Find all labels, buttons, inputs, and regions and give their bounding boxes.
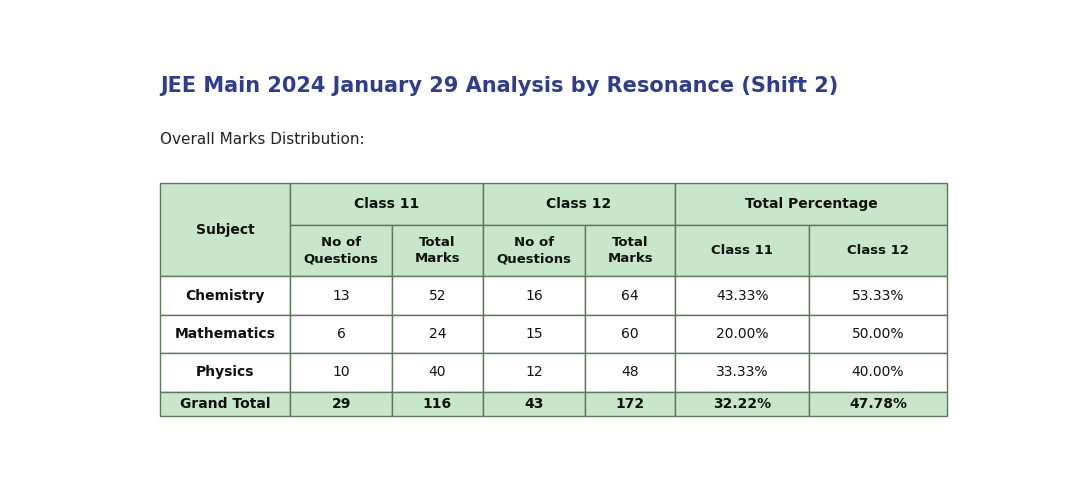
Bar bbox=[392, 392, 483, 416]
Bar bbox=[392, 225, 483, 276]
Bar bbox=[160, 392, 289, 416]
Text: 15: 15 bbox=[525, 327, 542, 341]
Bar bbox=[289, 183, 483, 225]
Bar bbox=[809, 353, 947, 392]
Text: 6: 6 bbox=[337, 327, 346, 341]
Text: 40: 40 bbox=[429, 365, 446, 380]
Text: Subject: Subject bbox=[195, 223, 255, 237]
Bar bbox=[483, 392, 585, 416]
Bar bbox=[289, 353, 392, 392]
Text: Class 12: Class 12 bbox=[546, 197, 611, 211]
Bar bbox=[483, 183, 675, 225]
Text: 116: 116 bbox=[423, 397, 453, 411]
Text: Chemistry: Chemistry bbox=[186, 288, 265, 302]
Text: Grand Total: Grand Total bbox=[179, 397, 270, 411]
Text: Total Percentage: Total Percentage bbox=[745, 197, 878, 211]
Bar bbox=[392, 276, 483, 315]
Bar bbox=[585, 315, 675, 353]
Text: 50.00%: 50.00% bbox=[852, 327, 904, 341]
Bar bbox=[392, 353, 483, 392]
Bar bbox=[160, 353, 289, 392]
Bar bbox=[483, 225, 585, 276]
Bar bbox=[675, 315, 809, 353]
Text: 64: 64 bbox=[621, 288, 639, 302]
Bar bbox=[483, 353, 585, 392]
Bar bbox=[675, 392, 809, 416]
Bar bbox=[160, 183, 289, 276]
Bar bbox=[289, 276, 392, 315]
Bar bbox=[585, 392, 675, 416]
Text: No of
Questions: No of Questions bbox=[497, 236, 571, 265]
Bar bbox=[160, 315, 289, 353]
Text: Mathematics: Mathematics bbox=[175, 327, 275, 341]
Text: 43: 43 bbox=[524, 397, 543, 411]
Bar bbox=[809, 392, 947, 416]
Text: 47.78%: 47.78% bbox=[849, 397, 907, 411]
Text: Total
Marks: Total Marks bbox=[607, 236, 653, 265]
Text: JEE Main 2024 January 29 Analysis by Resonance (Shift 2): JEE Main 2024 January 29 Analysis by Res… bbox=[160, 76, 838, 96]
Bar bbox=[289, 225, 392, 276]
Text: 33.33%: 33.33% bbox=[716, 365, 769, 380]
Text: 172: 172 bbox=[616, 397, 645, 411]
Bar bbox=[289, 392, 392, 416]
Bar bbox=[809, 225, 947, 276]
Text: 13: 13 bbox=[333, 288, 350, 302]
Text: 53.33%: 53.33% bbox=[852, 288, 904, 302]
Bar bbox=[483, 276, 585, 315]
Bar bbox=[675, 183, 947, 225]
Text: 52: 52 bbox=[429, 288, 446, 302]
Text: No of
Questions: No of Questions bbox=[303, 236, 379, 265]
Text: 20.00%: 20.00% bbox=[716, 327, 769, 341]
Text: Physics: Physics bbox=[195, 365, 254, 380]
Text: 48: 48 bbox=[621, 365, 639, 380]
Bar bbox=[675, 225, 809, 276]
Text: Class 12: Class 12 bbox=[847, 244, 909, 257]
Text: Total
Marks: Total Marks bbox=[415, 236, 460, 265]
Bar bbox=[160, 276, 289, 315]
Text: 16: 16 bbox=[525, 288, 543, 302]
Text: 60: 60 bbox=[621, 327, 639, 341]
Bar bbox=[585, 225, 675, 276]
Bar bbox=[675, 276, 809, 315]
Text: Class 11: Class 11 bbox=[712, 244, 773, 257]
Text: Overall Marks Distribution:: Overall Marks Distribution: bbox=[160, 132, 365, 146]
Bar bbox=[289, 315, 392, 353]
Bar bbox=[483, 315, 585, 353]
Text: 10: 10 bbox=[333, 365, 350, 380]
Bar bbox=[392, 315, 483, 353]
Bar bbox=[809, 315, 947, 353]
Text: 12: 12 bbox=[525, 365, 542, 380]
Text: 29: 29 bbox=[332, 397, 351, 411]
Text: 32.22%: 32.22% bbox=[713, 397, 771, 411]
Text: 43.33%: 43.33% bbox=[716, 288, 769, 302]
Text: Class 11: Class 11 bbox=[353, 197, 419, 211]
Bar bbox=[585, 276, 675, 315]
Text: 24: 24 bbox=[429, 327, 446, 341]
Bar bbox=[809, 276, 947, 315]
Bar bbox=[675, 353, 809, 392]
Text: 40.00%: 40.00% bbox=[852, 365, 904, 380]
Bar bbox=[585, 353, 675, 392]
